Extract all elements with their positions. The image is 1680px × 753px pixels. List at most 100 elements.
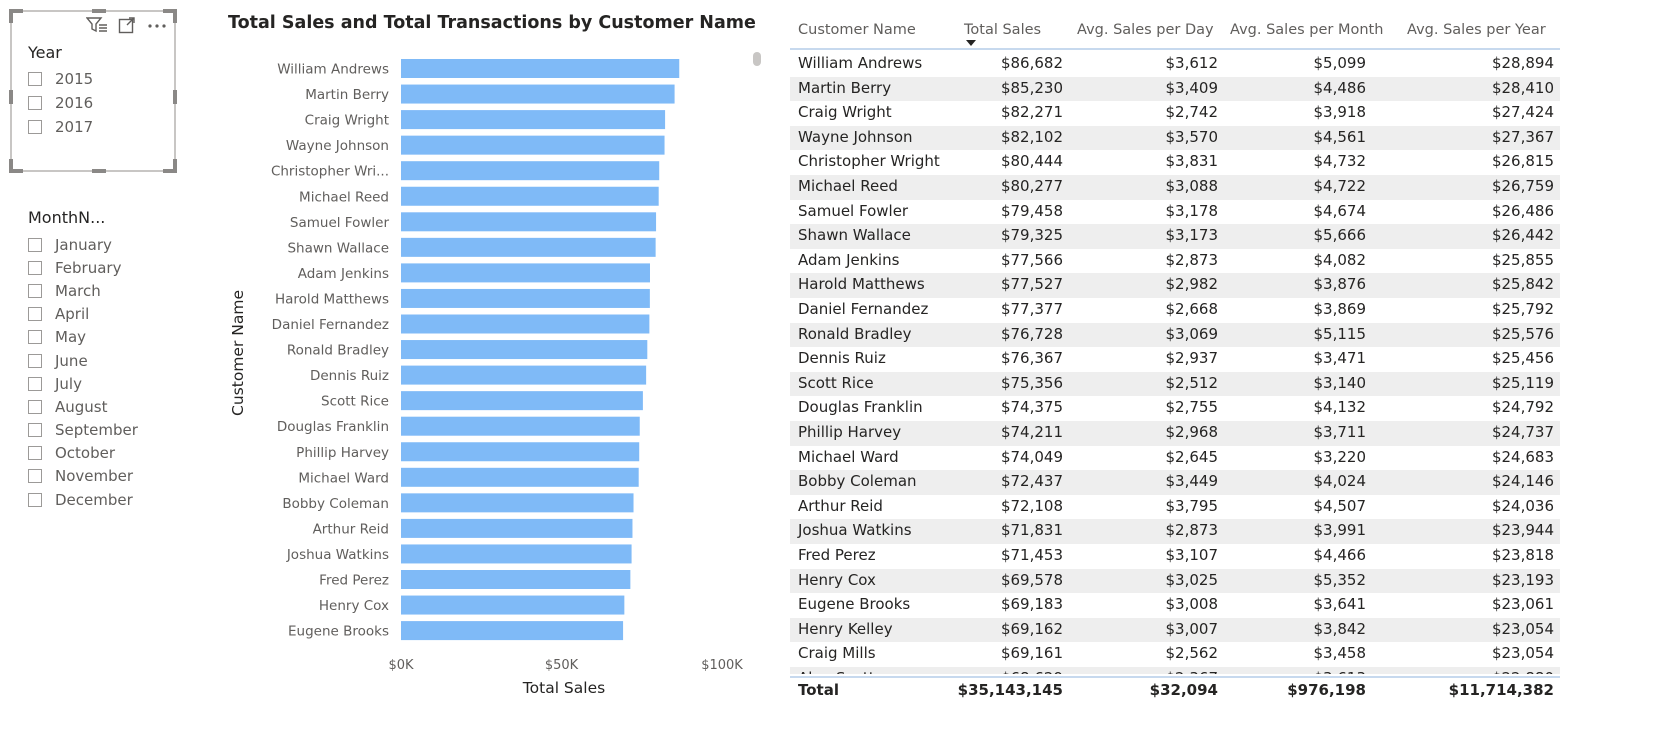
month-option-march[interactable]: March	[28, 279, 138, 302]
checkbox[interactable]	[28, 120, 42, 134]
month-option-january[interactable]: January	[28, 233, 138, 256]
bar[interactable]	[401, 288, 650, 308]
column-header-avg-sales-per-day[interactable]: Avg. Sales per Day	[1077, 22, 1214, 38]
bar[interactable]	[401, 365, 647, 385]
bar[interactable]	[401, 263, 650, 283]
checkbox[interactable]	[28, 376, 42, 391]
table-row[interactable]: Christopher Wright $80,444 $3,831 $4,732 $26…	[790, 150, 1560, 175]
year-option-2017[interactable]: 2017	[28, 115, 93, 139]
checkbox[interactable]	[28, 353, 42, 368]
table-row[interactable]: Joshua Watkins $71,831 $2,873 $3,991 $23,944	[790, 519, 1560, 544]
month-option-september[interactable]: September	[28, 419, 138, 442]
bar[interactable]	[401, 518, 633, 538]
table-row[interactable]: Henry Cox $69,578 $3,025 $5,352 $23,193	[790, 568, 1560, 594]
table-row[interactable]: Alan Scott $68,629 $2,367 $3,613 $22,880	[790, 667, 1560, 674]
bar[interactable]	[401, 110, 666, 130]
table-row[interactable]: Daniel Fernandez $77,377 $2,668 $3,869 $25,7…	[790, 298, 1560, 323]
bar[interactable]	[401, 314, 650, 334]
bar[interactable]	[401, 186, 659, 206]
bar[interactable]	[401, 595, 625, 615]
table-row[interactable]: Michael Ward $74,049 $2,645 $3,220 $24,683	[790, 446, 1560, 471]
focus-mode-icon[interactable]	[118, 16, 136, 34]
bar[interactable]	[401, 493, 634, 513]
bar[interactable]	[401, 161, 660, 181]
month-option-june[interactable]: June	[28, 349, 138, 372]
table-row[interactable]: Martin Berry $85,230 $3,409 $4,486 $28,410	[790, 76, 1560, 102]
bar[interactable]	[401, 340, 648, 360]
resize-handle[interactable]	[9, 90, 13, 104]
checkbox[interactable]	[28, 260, 42, 275]
year-option-2016[interactable]: 2016	[28, 91, 93, 115]
resize-handle[interactable]	[9, 9, 23, 23]
total-sales-cell: $71,453	[1000, 546, 1063, 564]
resize-handle[interactable]	[92, 9, 106, 13]
resize-handle[interactable]	[9, 159, 23, 173]
table-row[interactable]: Wayne Johnson $82,102 $3,570 $4,561 $27,367	[790, 125, 1560, 151]
checkbox[interactable]	[28, 283, 42, 298]
month-option-december[interactable]: December	[28, 488, 138, 511]
chart-scrollbar[interactable]	[753, 52, 761, 66]
bar[interactable]	[401, 570, 631, 589]
resize-handle[interactable]	[173, 90, 177, 104]
month-option-label: November	[55, 467, 134, 486]
month-option-february[interactable]: February	[28, 256, 138, 279]
checkbox[interactable]	[28, 96, 42, 110]
month-option-april[interactable]: April	[28, 303, 138, 326]
table-row[interactable]: Bobby Coleman $72,437 $3,449 $4,024 $24,146	[790, 470, 1560, 495]
table-row[interactable]: Harold Matthews $77,527 $2,982 $3,876 $25,84…	[790, 273, 1560, 298]
table-row[interactable]: Adam Jenkins $77,566 $2,873 $4,082 $25,855	[790, 249, 1560, 274]
table-row[interactable]: Dennis Ruiz $76,367 $2,937 $3,471 $25,456	[790, 347, 1560, 372]
bar[interactable]	[401, 442, 640, 462]
table-row[interactable]: Eugene Brooks $69,183 $3,008 $3,641 $23,061	[790, 593, 1560, 618]
table-row[interactable]: Ronald Bradley $76,728 $3,069 $5,115 $25,576	[790, 322, 1560, 348]
bar[interactable]	[401, 59, 680, 78]
checkbox[interactable]	[28, 423, 42, 438]
bar[interactable]	[401, 621, 624, 641]
checkbox[interactable]	[28, 446, 42, 461]
filter-icon[interactable]	[86, 16, 108, 34]
resize-handle[interactable]	[163, 9, 177, 23]
checkbox[interactable]	[28, 492, 42, 507]
month-option-may[interactable]: May	[28, 326, 138, 349]
checkbox[interactable]	[28, 399, 42, 414]
table-row[interactable]: Phillip Harvey $74,211 $2,968 $3,711 $24,737	[790, 421, 1560, 446]
table-row[interactable]: Fred Perez $71,453 $3,107 $4,466 $23,818	[790, 544, 1560, 569]
month-option-october[interactable]: October	[28, 442, 138, 465]
table-row[interactable]: Shawn Wallace $79,325 $3,173 $5,666 $26,442	[790, 224, 1560, 249]
month-option-august[interactable]: August	[28, 395, 138, 418]
bar[interactable]	[401, 467, 639, 487]
total-avg-month-value: $976,198	[1287, 681, 1366, 699]
bar[interactable]	[401, 237, 656, 257]
table-row[interactable]: Craig Mills $69,161 $2,562 $3,458 $23,054	[790, 642, 1560, 667]
year-slicer[interactable]	[9, 9, 177, 173]
checkbox[interactable]	[28, 330, 42, 345]
bar[interactable]	[401, 84, 675, 104]
resize-handle[interactable]	[163, 159, 177, 173]
year-option-2015[interactable]: 2015	[28, 67, 93, 91]
bar[interactable]	[401, 212, 657, 232]
table-row[interactable]: Douglas Franklin $74,375 $2,755 $4,132 $24,7…	[790, 396, 1560, 421]
table-row[interactable]: Michael Reed $80,277 $3,088 $4,722 $26,759	[790, 175, 1560, 200]
checkbox[interactable]	[28, 307, 42, 322]
checkbox[interactable]	[28, 469, 42, 484]
table-row[interactable]: Craig Wright $82,271 $2,742 $3,918 $27,424	[790, 101, 1560, 126]
month-option-november[interactable]: November	[28, 465, 138, 488]
table-row[interactable]: Arthur Reid $72,108 $3,795 $4,507 $24,036	[790, 495, 1560, 520]
column-header-customer-name[interactable]: Customer Name	[798, 22, 916, 38]
column-header-avg-sales-per-month[interactable]: Avg. Sales per Month	[1230, 22, 1384, 38]
table-row[interactable]: Henry Kelley $69,162 $3,007 $3,842 $23,054	[790, 617, 1560, 643]
table-row[interactable]: Samuel Fowler $79,458 $3,178 $4,674 $26,486	[790, 200, 1560, 225]
checkbox[interactable]	[28, 72, 42, 86]
more-options-icon[interactable]	[146, 16, 168, 34]
checkbox[interactable]	[28, 237, 42, 252]
column-header-total-sales[interactable]: Total Sales	[964, 22, 1042, 38]
table-row[interactable]: Scott Rice $75,356 $2,512 $3,140 $25,119	[790, 371, 1560, 397]
bar[interactable]	[401, 391, 643, 411]
resize-handle[interactable]	[92, 169, 106, 173]
table-row[interactable]: William Andrews $86,682 $3,612 $5,099 $28,89…	[790, 52, 1560, 77]
column-header-avg-sales-per-year[interactable]: Avg. Sales per Year	[1407, 22, 1546, 38]
bar[interactable]	[401, 416, 640, 436]
month-option-july[interactable]: July	[28, 372, 138, 395]
bar[interactable]	[401, 544, 632, 564]
bar[interactable]	[401, 135, 665, 155]
